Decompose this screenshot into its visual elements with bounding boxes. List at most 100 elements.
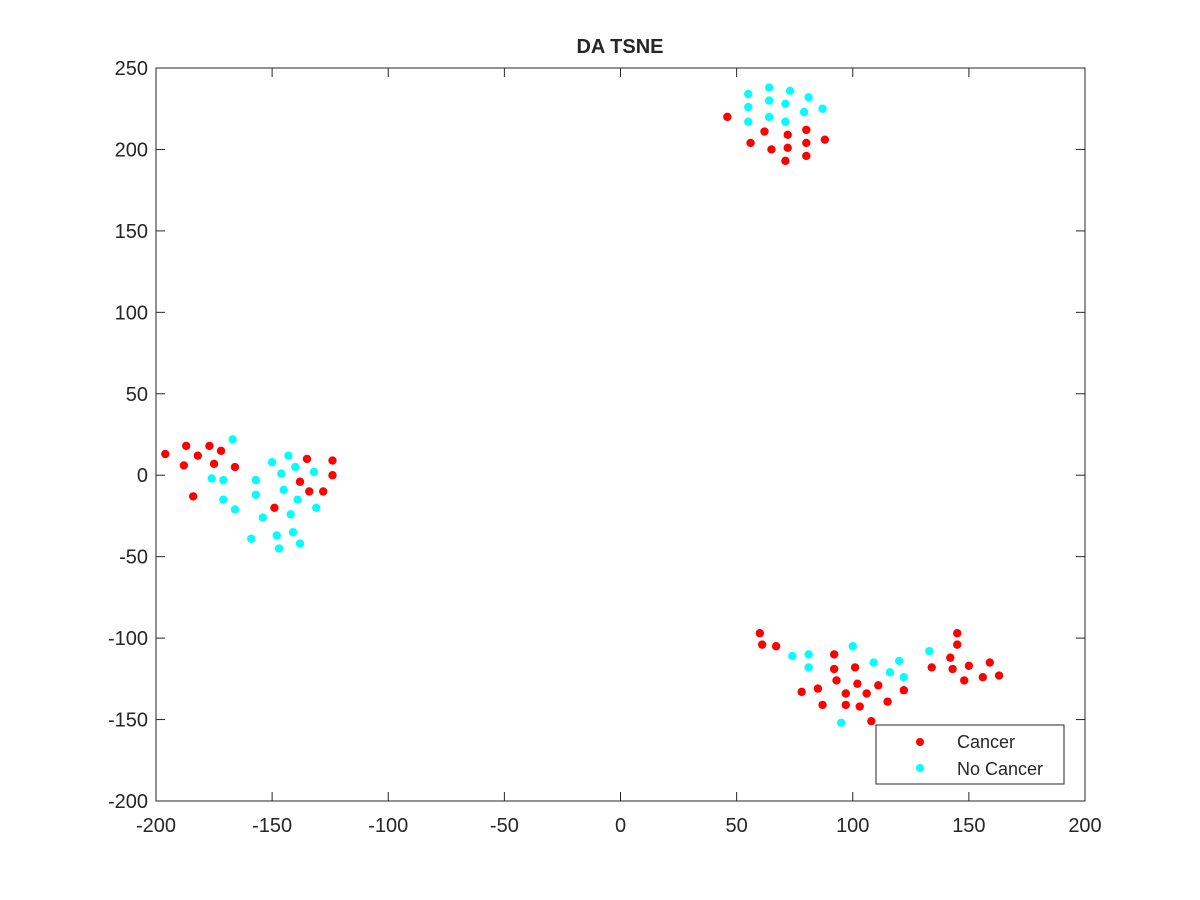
point-cancer (829, 664, 839, 674)
point-no-cancer (799, 107, 809, 117)
point-cancer (193, 451, 203, 460)
point-no-cancer (309, 467, 319, 477)
point-no-cancer (274, 544, 284, 553)
point-no-cancer (219, 475, 228, 485)
point-no-cancer (272, 531, 281, 540)
point-no-cancer (284, 451, 293, 460)
point-cancer (899, 686, 909, 695)
point-no-cancer (207, 474, 216, 483)
point-no-cancer (251, 475, 261, 485)
x-tick-label: 100 (836, 815, 869, 837)
y-tick-label: 250 (115, 58, 148, 80)
y-tick-label: 0 (137, 465, 148, 487)
point-no-cancer (804, 650, 813, 659)
x-tick-label: -100 (368, 815, 408, 837)
x-tick-label: -50 (490, 815, 519, 837)
point-no-cancer (219, 495, 228, 504)
point-no-cancer (293, 495, 302, 504)
point-no-cancer (869, 658, 878, 667)
point-cancer (850, 663, 860, 672)
point-no-cancer (277, 469, 286, 478)
y-tick-label: -100 (108, 628, 148, 650)
point-cancer (802, 151, 811, 161)
x-tick-label: 150 (952, 815, 985, 837)
point-no-cancer (836, 718, 846, 728)
point-no-cancer (247, 534, 256, 543)
point-cancer (985, 658, 994, 667)
point-cancer (781, 156, 790, 166)
legend-label-cancer: Cancer (957, 732, 1015, 752)
data-points (161, 83, 1004, 728)
point-cancer (883, 697, 892, 706)
x-tick-label: -150 (252, 815, 292, 837)
point-no-cancer (788, 651, 797, 661)
point-cancer (818, 700, 827, 710)
point-no-cancer (228, 435, 237, 444)
point-cancer (767, 145, 776, 154)
point-cancer (820, 135, 830, 144)
point-cancer (757, 640, 767, 649)
point-cancer (948, 664, 957, 674)
point-no-cancer (744, 117, 753, 126)
point-no-cancer (899, 673, 909, 682)
point-cancer (832, 676, 841, 685)
point-cancer (927, 663, 936, 672)
legend-box (875, 724, 1065, 785)
point-cancer (771, 642, 781, 651)
point-cancer (862, 689, 871, 698)
legend-label-no-cancer: No Cancer (957, 759, 1043, 779)
point-no-cancer (781, 99, 790, 109)
y-axis: -200 -150 -100 -50 0 50 100 150 200 250 (108, 58, 1085, 813)
point-cancer (853, 679, 862, 688)
point-no-cancer (818, 104, 827, 113)
point-cancer (295, 477, 305, 486)
point-no-cancer (925, 646, 934, 656)
point-cancer (270, 503, 279, 512)
point-cancer (841, 700, 850, 710)
point-cancer (319, 487, 328, 496)
point-cancer (305, 487, 314, 496)
point-no-cancer (258, 513, 268, 522)
point-cancer (181, 441, 191, 451)
point-cancer (953, 640, 962, 649)
point-cancer (797, 687, 806, 697)
point-no-cancer (744, 102, 753, 112)
legend: Cancer No Cancer (875, 724, 1065, 785)
point-no-cancer (764, 112, 774, 122)
point-no-cancer (785, 86, 795, 96)
point-no-cancer (291, 462, 300, 472)
point-no-cancer (744, 89, 753, 99)
y-tick-label: -200 (108, 791, 148, 813)
y-tick-label: -50 (119, 547, 148, 569)
point-no-cancer (848, 642, 857, 651)
point-cancer (205, 441, 214, 451)
point-cancer (216, 446, 226, 455)
point-cancer (209, 459, 219, 469)
point-cancer (960, 676, 969, 685)
legend-marker-cancer (916, 738, 924, 746)
point-no-cancer (895, 656, 904, 666)
point-cancer (813, 684, 823, 693)
point-cancer (755, 629, 765, 638)
point-cancer (802, 138, 811, 148)
y-tick-label: 200 (115, 139, 148, 161)
y-tick-label: 100 (115, 302, 148, 324)
point-no-cancer (781, 117, 790, 126)
point-cancer (867, 716, 876, 726)
point-cancer (723, 112, 732, 122)
point-no-cancer (288, 528, 298, 537)
point-cancer (179, 461, 189, 470)
plot-area (156, 68, 1085, 801)
point-cancer (802, 125, 811, 135)
point-cancer (829, 650, 839, 659)
point-no-cancer (267, 457, 277, 467)
point-cancer (946, 653, 955, 662)
point-cancer (302, 454, 312, 464)
point-cancer (230, 462, 240, 472)
plot-frame (155, 67, 1086, 802)
point-cancer (161, 449, 170, 459)
point-cancer (188, 492, 198, 501)
legend-marker-no-cancer (916, 764, 924, 772)
x-tick-label: 0 (615, 815, 626, 837)
